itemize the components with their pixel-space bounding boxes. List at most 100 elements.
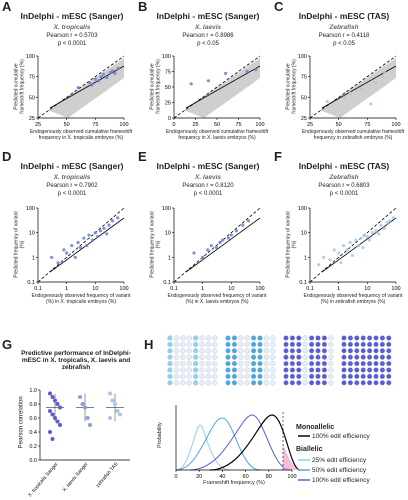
allele-dot [347, 341, 353, 347]
allele-dot [225, 380, 231, 386]
curve [189, 414, 291, 471]
data-point [226, 236, 231, 240]
allele-dot [373, 367, 379, 373]
data-point [90, 83, 94, 87]
allele-dot [360, 373, 366, 379]
allele-dot [270, 341, 276, 347]
allele-dot [379, 373, 385, 379]
data-point [55, 402, 60, 406]
data-point [368, 238, 372, 242]
allele-dot [289, 361, 295, 367]
y-tick-label: 1 [304, 255, 307, 261]
data-point [53, 398, 57, 403]
data-point [70, 243, 74, 248]
allele-dot [225, 354, 231, 360]
allele-dot [231, 380, 237, 386]
allele-dot [328, 335, 334, 341]
allele-dot [386, 335, 392, 341]
allele-dot [205, 361, 211, 367]
allele-dot [263, 367, 269, 373]
allele-dot [354, 348, 360, 354]
allele-dot [251, 380, 257, 386]
p-value: p < 0.0001 [57, 41, 87, 47]
allele-dot [231, 348, 237, 354]
x-axis-label: Frameshift frequency (%) [203, 480, 265, 486]
data-point [379, 223, 383, 227]
allele-dot [373, 335, 379, 341]
data-point [105, 232, 109, 236]
allele-dot [193, 367, 199, 373]
allele-dot [386, 348, 392, 354]
data-point [374, 229, 378, 233]
x-tick-label: 75 [364, 122, 370, 128]
allele-dot [238, 361, 244, 367]
allele-dot [173, 335, 179, 341]
data-point [50, 255, 54, 259]
allele-dot [341, 361, 347, 367]
allele-dot [296, 373, 302, 379]
panel-letter: A [2, 0, 12, 14]
identity-line [37, 55, 125, 119]
pearson: Pearson r = 0.6803 [318, 183, 370, 189]
identity-line [309, 55, 397, 119]
data-point [214, 245, 218, 250]
data-point [101, 72, 105, 76]
allele-dot [205, 367, 211, 373]
x-tick-label: 0 [172, 122, 175, 128]
species: Zebrafish [329, 174, 359, 181]
allele-dot [289, 348, 295, 354]
allele-dot [367, 373, 373, 379]
y-tick-label: 10 [29, 231, 35, 237]
allele-dot [167, 348, 173, 354]
allele-dot [231, 373, 237, 379]
allele-dot [225, 373, 231, 379]
y-tick-label: 100 [162, 206, 171, 212]
data-point [48, 430, 52, 434]
allele-dot [302, 380, 308, 386]
data-point [85, 243, 89, 248]
y-tick-label: 0.4 [29, 430, 37, 436]
allele-dot [347, 335, 353, 341]
data-point [115, 409, 120, 413]
allele-dot [321, 367, 327, 373]
y-axis-label: Predicted cumulative frameshift frequenc… [13, 59, 26, 114]
y-tick-label: 100 [298, 206, 307, 212]
allele-dot [199, 380, 205, 386]
data-point [342, 95, 346, 99]
p-value: p < 0.0001 [329, 191, 359, 197]
allele-dot [347, 373, 353, 379]
allele-dot [302, 373, 308, 379]
data-point [362, 233, 367, 237]
allele-dot [289, 373, 295, 379]
allele-dot [193, 373, 199, 379]
x-tick-label: 100 [255, 122, 264, 128]
y-axis-label: Predicted frequency of variant (%) [149, 211, 162, 278]
data-point [206, 248, 210, 252]
allele-dot [180, 348, 186, 354]
data-point [88, 423, 92, 427]
panel-title: Predictive performance of InDelphi-mESC … [21, 350, 131, 372]
allele-dot [180, 335, 186, 341]
shade [283, 445, 300, 470]
data-point [99, 75, 103, 79]
allele-dot [360, 367, 366, 373]
allele-dot [341, 335, 347, 341]
allele-dot [302, 354, 308, 360]
x-tick-label: 75 [92, 122, 98, 128]
allele-dot [367, 361, 373, 367]
allele-dot [386, 354, 392, 360]
data-point [58, 405, 62, 410]
allele-dot [186, 348, 192, 354]
allele-dot [244, 341, 250, 347]
allele-dot [309, 380, 315, 386]
allele-dot [321, 348, 327, 354]
data-point [58, 423, 62, 427]
legend-entry: 100% edit efficiency [312, 477, 370, 484]
data-point [380, 75, 384, 79]
data-point [65, 251, 69, 255]
y-tick-label: 25 [29, 116, 35, 122]
allele-dot [199, 354, 205, 360]
data-point [385, 221, 389, 225]
panel-letter: G [2, 337, 13, 352]
